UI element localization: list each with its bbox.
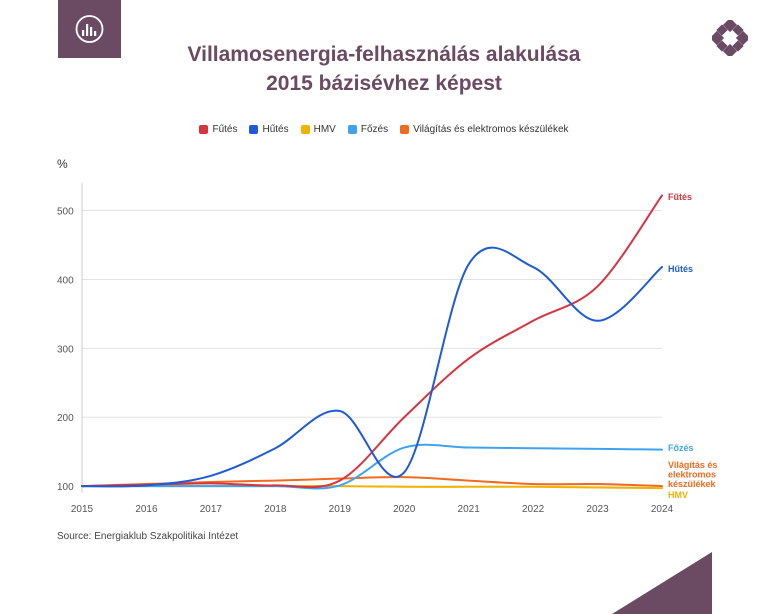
legend-swatch xyxy=(400,125,410,134)
series-end-label-line: Főzés xyxy=(668,443,694,453)
x-tick-label: 2023 xyxy=(586,504,609,515)
legend-swatch xyxy=(347,125,357,134)
x-tick-label: 2017 xyxy=(200,504,223,515)
y-axis-label: % xyxy=(57,157,68,171)
y-tick-label: 300 xyxy=(57,344,74,355)
series-end-label: Fűtés xyxy=(668,192,692,202)
corner-decoration xyxy=(612,552,712,614)
legend-label: Főzés xyxy=(360,124,389,135)
logo-box xyxy=(58,0,121,58)
x-tick-label: 2021 xyxy=(458,504,481,515)
x-tick-label: 2018 xyxy=(264,504,287,515)
chart-title-line-1: Villamosenergia-felhasználás alakulása xyxy=(187,43,581,66)
legend-label: HMV xyxy=(313,124,336,135)
x-tick-label: 2022 xyxy=(522,504,545,515)
y-tick-label: 400 xyxy=(57,275,74,286)
legend-swatch xyxy=(199,125,209,134)
legend-label: Hűtés xyxy=(262,124,289,135)
x-tick-label: 2020 xyxy=(393,504,416,515)
legend-label: Fűtés xyxy=(212,124,238,135)
series-end-label-line: Hűtés xyxy=(668,264,693,274)
y-tick-label: 100 xyxy=(57,482,74,493)
legend-item: HMV xyxy=(300,124,336,135)
y-tick-label: 200 xyxy=(57,413,74,424)
x-tick-label: 2024 xyxy=(651,504,674,515)
chart-title-line-2: 2015 bázisévhez képest xyxy=(266,72,502,95)
chart-title: Villamosenergia-felhasználás alakulása 2… xyxy=(0,40,768,98)
series-end-label-line: HMV xyxy=(668,490,688,500)
series-end-label: Hűtés xyxy=(668,264,693,274)
series-end-label-line: készülékek xyxy=(668,479,717,489)
legend-swatch xyxy=(249,125,259,134)
series-end-label: Főzés xyxy=(668,443,694,453)
legend-item: Főzés xyxy=(347,124,389,135)
legend-item: Fűtés xyxy=(199,124,237,135)
series-line xyxy=(81,246,663,488)
series-end-label-line: Fűtés xyxy=(668,192,692,202)
series-end-label-line: Világítás és xyxy=(668,460,717,470)
series-line xyxy=(81,443,663,490)
series-end-label: Világítás és elektromos készülékek xyxy=(668,460,717,489)
legend-swatch xyxy=(300,125,310,134)
chart-legend: Fűtés Hűtés HMV Főzés Világítás és elektromo… xyxy=(0,124,768,135)
bar-chart-circle-icon xyxy=(75,15,104,43)
source-note: Source: Energiaklub Szakpolitikai Intéze… xyxy=(57,531,239,542)
legend-label: Világítás és elektromos készülékek xyxy=(413,124,569,135)
series-line xyxy=(81,194,663,489)
series-end-label-line: elektromos xyxy=(668,470,716,480)
x-tick-label: 2015 xyxy=(71,504,94,515)
legend-item: Hűtés xyxy=(249,124,289,135)
energiaklub-logo-icon xyxy=(712,20,748,56)
x-tick-label: 2019 xyxy=(329,504,352,515)
x-tick-label: 2016 xyxy=(135,504,158,515)
legend-item: Világítás és elektromos készülékek xyxy=(400,124,569,135)
series-end-label: HMV xyxy=(668,490,688,500)
y-tick-label: 500 xyxy=(57,207,74,218)
